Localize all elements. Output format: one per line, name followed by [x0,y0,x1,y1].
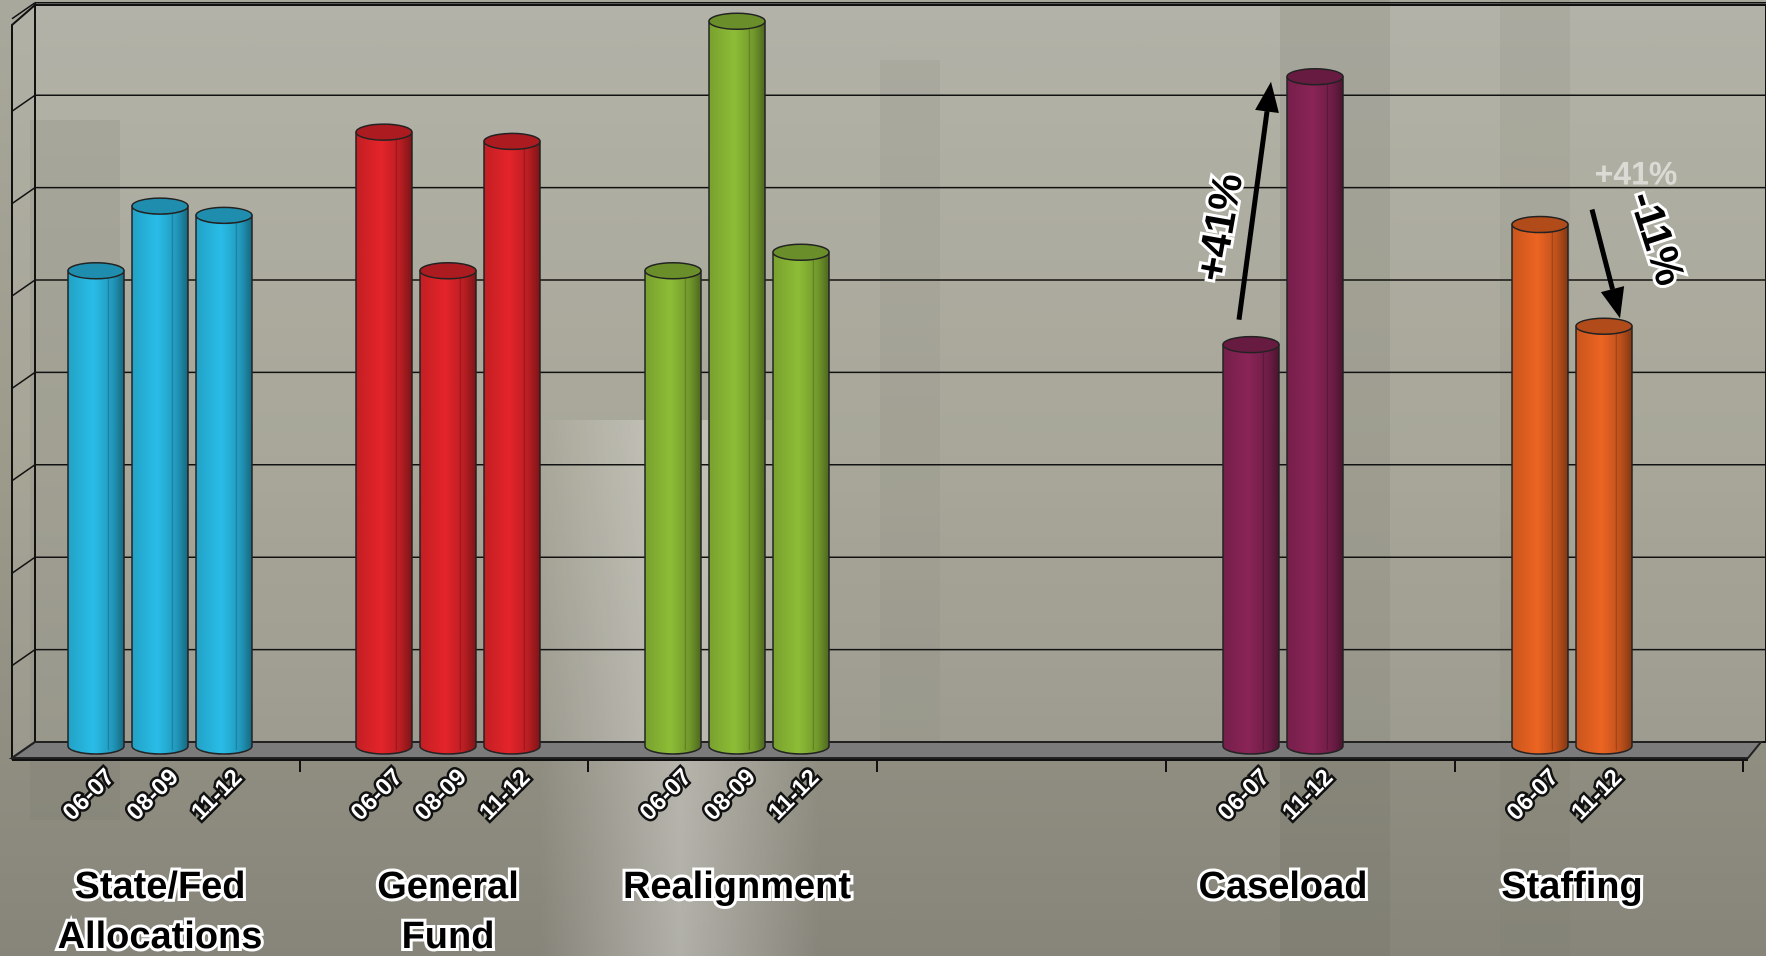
bar-realignment-06-07 [644,262,702,755]
bar-staffing-06-07 [1511,215,1569,755]
bar-cap [1511,215,1569,234]
gridline-side [11,556,36,574]
bar-caseload-06-07 [1222,335,1280,755]
decrease-arrow [1589,208,1625,319]
bar-cap [419,262,477,280]
bar-body [1286,75,1344,755]
category-label-statefed: State/Fed [74,865,245,907]
bar-body [67,270,125,755]
bar-body [195,214,253,755]
bar-statefed-06-07 [67,262,125,755]
bar-body [644,270,702,755]
bar-body [772,251,830,755]
gridline-side [11,2,36,20]
chart-floor [8,741,1764,759]
bar-cap [483,132,541,151]
category-label-realignment: Realignment [623,865,851,907]
bar-body [1511,223,1569,755]
bar-body [1575,325,1633,755]
gridline-side [11,94,36,112]
bar-statefed-08-09 [131,197,189,755]
bar-realignment-08-09 [708,12,766,755]
bar-cap [195,206,253,225]
bar-body [1222,343,1280,755]
bar-cap [131,197,189,215]
bar-cap [355,123,413,141]
bar-body [131,205,189,755]
bar-generalfund-11-12 [483,132,541,755]
category-label-staffing: Staffing [1501,865,1642,907]
bar-generalfund-06-07 [355,123,413,755]
bar-cap [67,262,125,280]
bar-staffing-11-12 [1575,317,1633,755]
bar-realignment-11-12 [772,243,830,755]
category-labels: State/Fed Allocations General Fund Realignme… [55,862,1646,956]
bars-layer [67,12,1633,755]
gridline-side [11,371,36,390]
side-wall [11,2,36,760]
bar-cap [1286,67,1344,86]
bar-body [355,131,413,755]
bar-cap [1222,335,1280,354]
category-label-statefed: Allocations [58,915,263,956]
gridline-side [11,186,36,205]
bar-body [708,20,766,755]
annotation-ghost: +41% [1595,156,1678,192]
bar-statefed-11-12 [195,206,253,755]
category-label-caseload: Caseload [1199,865,1368,907]
back-wall [34,4,1766,743]
category-label-generalfund: General [377,865,519,907]
bar-body [419,270,477,755]
gridline-side [11,648,36,667]
category-label-generalfund: Fund [402,915,495,956]
increase-arrow [1236,81,1279,321]
bar-cap [772,243,830,262]
bar-cap [708,12,766,31]
bar-cap [1575,317,1633,335]
bar-generalfund-08-09 [419,262,477,755]
bar-body [483,140,541,755]
gridline-side [11,464,36,482]
bar-caseload-11-12 [1286,67,1344,755]
gridline-side [11,279,36,297]
bar-cap [644,262,702,280]
plot-area [8,2,1766,772]
